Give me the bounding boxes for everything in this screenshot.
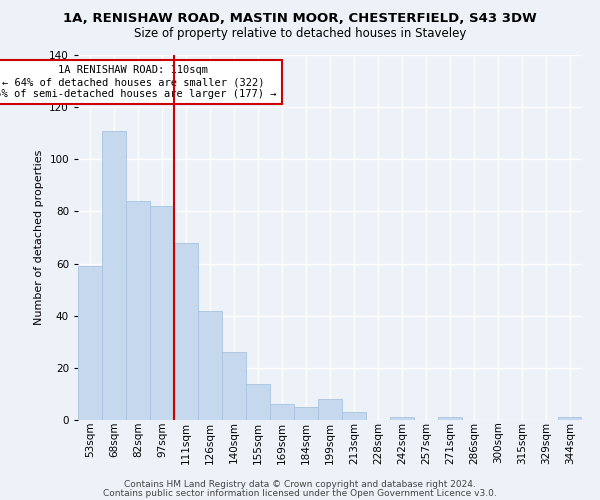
Bar xyxy=(270,404,294,420)
Bar xyxy=(390,418,414,420)
Bar xyxy=(174,242,198,420)
Text: 1A RENISHAW ROAD: 110sqm
← 64% of detached houses are smaller (322)
35% of semi-: 1A RENISHAW ROAD: 110sqm ← 64% of detach… xyxy=(0,66,277,98)
Bar xyxy=(558,418,582,420)
Bar xyxy=(198,310,222,420)
Bar xyxy=(222,352,246,420)
Bar xyxy=(438,418,462,420)
Text: Contains public sector information licensed under the Open Government Licence v3: Contains public sector information licen… xyxy=(103,488,497,498)
Y-axis label: Number of detached properties: Number of detached properties xyxy=(34,150,44,325)
Bar xyxy=(318,399,342,420)
Bar xyxy=(102,130,126,420)
Bar xyxy=(246,384,270,420)
Bar xyxy=(150,206,174,420)
Text: 1A, RENISHAW ROAD, MASTIN MOOR, CHESTERFIELD, S43 3DW: 1A, RENISHAW ROAD, MASTIN MOOR, CHESTERF… xyxy=(63,12,537,26)
Bar xyxy=(126,201,150,420)
Bar xyxy=(78,266,102,420)
Text: Contains HM Land Registry data © Crown copyright and database right 2024.: Contains HM Land Registry data © Crown c… xyxy=(124,480,476,489)
Text: Size of property relative to detached houses in Staveley: Size of property relative to detached ho… xyxy=(134,28,466,40)
Bar xyxy=(294,407,318,420)
Bar xyxy=(342,412,366,420)
